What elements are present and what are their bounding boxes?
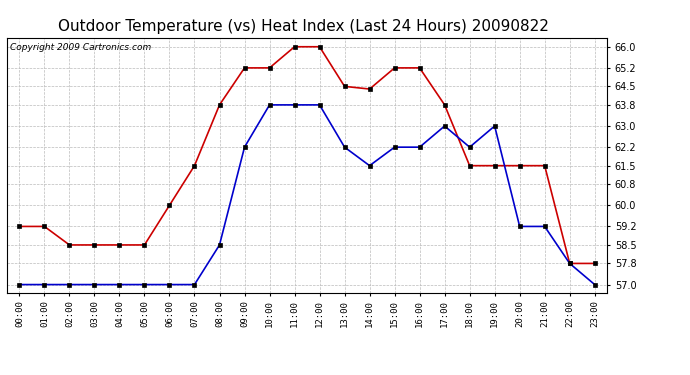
Text: Copyright 2009 Cartronics.com: Copyright 2009 Cartronics.com — [10, 43, 151, 52]
Text: Outdoor Temperature (vs) Heat Index (Last 24 Hours) 20090822: Outdoor Temperature (vs) Heat Index (Las… — [58, 19, 549, 34]
